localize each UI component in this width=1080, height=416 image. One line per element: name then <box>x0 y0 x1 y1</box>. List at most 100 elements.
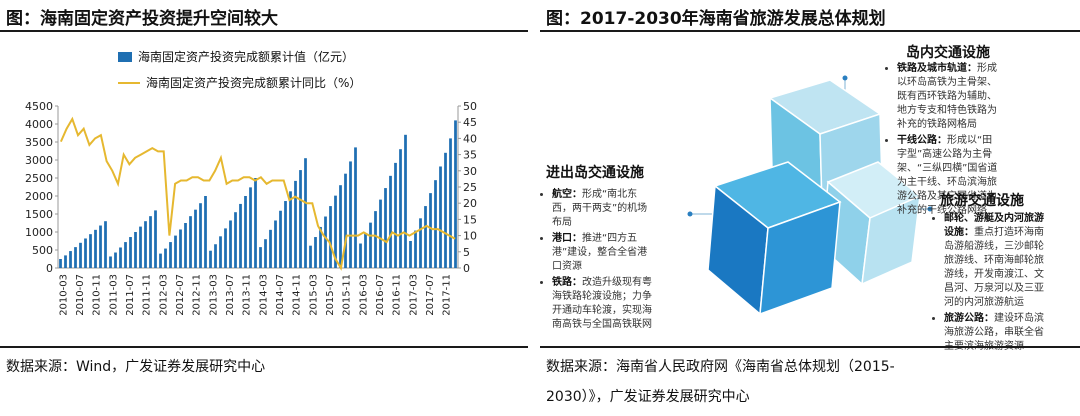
bar <box>399 149 402 268</box>
x-tick-label: 2010-11 <box>92 274 103 316</box>
chart-source: 数据来源：Wind，广发证券发展研究中心 <box>6 359 266 375</box>
bar <box>414 230 417 268</box>
x-tick-label: 2017-11 <box>442 274 453 316</box>
title-rule <box>0 30 528 32</box>
bar <box>434 180 437 268</box>
left-panel: 图：海南固定资产投资提升空间较大 0 500 1000 1500 2000 2500 300… <box>0 0 528 416</box>
bar <box>159 253 162 268</box>
bar <box>129 237 132 268</box>
bar <box>69 251 72 268</box>
bar <box>219 236 222 268</box>
cubes-illustration <box>687 75 933 316</box>
plan-source-rule <box>540 346 1080 348</box>
bar <box>184 223 187 268</box>
connector-dot <box>927 206 933 212</box>
bar <box>329 206 332 268</box>
bar <box>289 191 292 268</box>
bar <box>84 238 87 268</box>
y-left-tick-label: 1500 <box>25 208 53 221</box>
bar <box>234 212 237 268</box>
x-tick-label: 2012-07 <box>175 274 186 316</box>
legend-label-bar: 海南固定资产投资完成额累计值（亿元） <box>138 49 354 64</box>
bar <box>449 138 452 268</box>
bar <box>374 211 377 268</box>
bar <box>314 237 317 268</box>
bar <box>439 166 442 268</box>
bar <box>384 188 387 268</box>
bar <box>209 250 212 268</box>
bar <box>229 220 232 268</box>
plan-source-line1: 数据来源：海南省人民政府网《海南省总体规划（2015- <box>546 359 895 375</box>
list-item: 干线公路：形成以“田字型”高速公路为主骨架、“三纵四横”国省道为主干线、环岛滨海… <box>897 134 1000 218</box>
group-list-inout: 航空：形成“南北东西，两干两支”的机场布局 港口：推进“四方五港”建设，整合全省… <box>540 188 652 334</box>
right-panel: 图：2017-2030年海南省旅游发展总体规划 岛内交通设施 <box>540 0 1080 416</box>
legend-label-line: 海南固定资产投资完成额累计同比（%） <box>146 75 361 90</box>
y-right-tick-label: 35 <box>463 149 477 162</box>
bar <box>319 226 322 268</box>
y-right-tick-label: 50 <box>463 100 477 113</box>
y-right-tick-label: 45 <box>463 116 477 129</box>
y-right-tick-label: 0 <box>463 262 470 275</box>
y-left-tick-label: 2000 <box>25 190 53 203</box>
y-right-tick-label: 25 <box>463 181 477 194</box>
investment-chart: 0 500 1000 1500 2000 2500 3000 3500 4000 4500 0 5 10… <box>25 49 477 316</box>
bar <box>164 248 167 268</box>
bar <box>354 147 357 268</box>
y-right-tick-label: 5 <box>463 246 470 259</box>
y-left-tick-label: 500 <box>32 244 53 257</box>
list-item: 邮轮、游艇及内河旅游设施：重点打造环海南岛游船游线，三沙邮轮旅游线、环南海邮轮旅… <box>944 212 1050 310</box>
x-tick-label: 2011-03 <box>108 274 119 316</box>
bar <box>369 222 372 268</box>
bar <box>429 193 432 268</box>
bar <box>134 232 137 268</box>
bar <box>334 195 337 268</box>
bar <box>194 209 197 268</box>
x-tick-label: 2017-03 <box>408 274 419 316</box>
chart-title: 图：海南固定资产投资提升空间较大 <box>6 9 278 29</box>
x-tick-label: 2013-11 <box>242 274 253 316</box>
connector-dot <box>687 211 693 217</box>
list-item: 航空：形成“南北东西，两干两支”的机场布局 <box>552 188 652 230</box>
bar <box>64 255 67 268</box>
x-tick-label: 2016-03 <box>358 274 369 316</box>
x-tick-label: 2014-03 <box>258 274 269 316</box>
bar <box>274 220 277 268</box>
bar <box>254 178 257 268</box>
y-left-tick-label: 4000 <box>25 118 53 131</box>
y-right-tick-label: 40 <box>463 132 477 145</box>
bar <box>249 187 252 268</box>
y-left-tick-label: 0 <box>46 262 53 275</box>
x-tick-label: 2010-07 <box>75 274 86 316</box>
bar <box>179 229 182 268</box>
bar <box>294 180 297 268</box>
x-tick-label: 2014-11 <box>292 274 303 316</box>
group-heading-island: 岛内交通设施 <box>906 45 990 61</box>
y-left-tick-label: 4500 <box>25 100 53 113</box>
list-item: 铁路及城市轨道：形成以环岛高铁为主骨架、既有西环铁路为辅助、地方专支和特色铁路为… <box>897 62 1000 132</box>
bar <box>139 226 142 268</box>
bar <box>109 256 112 268</box>
x-tick-label: 2015-11 <box>342 274 353 316</box>
bar <box>364 233 367 268</box>
y-left-tick-label: 1000 <box>25 226 53 239</box>
bar <box>244 196 247 268</box>
bar <box>94 229 97 268</box>
list-item: 铁路：改造升级现有粤海铁路轮渡设施；力争开通动车轮渡，实现海南高铁与全国高铁联网 <box>552 276 652 332</box>
plan-title-rule <box>540 30 1080 32</box>
bar <box>169 242 172 268</box>
bar <box>89 234 92 268</box>
bar <box>299 170 302 268</box>
x-tick-label: 2013-03 <box>208 274 219 316</box>
growth-line <box>59 116 456 271</box>
bar <box>119 247 122 268</box>
x-tick-label: 2016-07 <box>375 274 386 316</box>
bar <box>74 247 77 268</box>
x-tick-label: 2015-07 <box>325 274 336 316</box>
bar <box>454 120 457 269</box>
group-list-island: 铁路及城市轨道：形成以环岛高铁为主骨架、既有西环铁路为辅助、地方专支和特色铁路为… <box>885 62 1000 220</box>
bar <box>389 175 392 268</box>
bar <box>224 228 227 268</box>
bar <box>174 235 177 268</box>
bar <box>199 203 202 268</box>
x-tick-label: 2017-07 <box>425 274 436 316</box>
